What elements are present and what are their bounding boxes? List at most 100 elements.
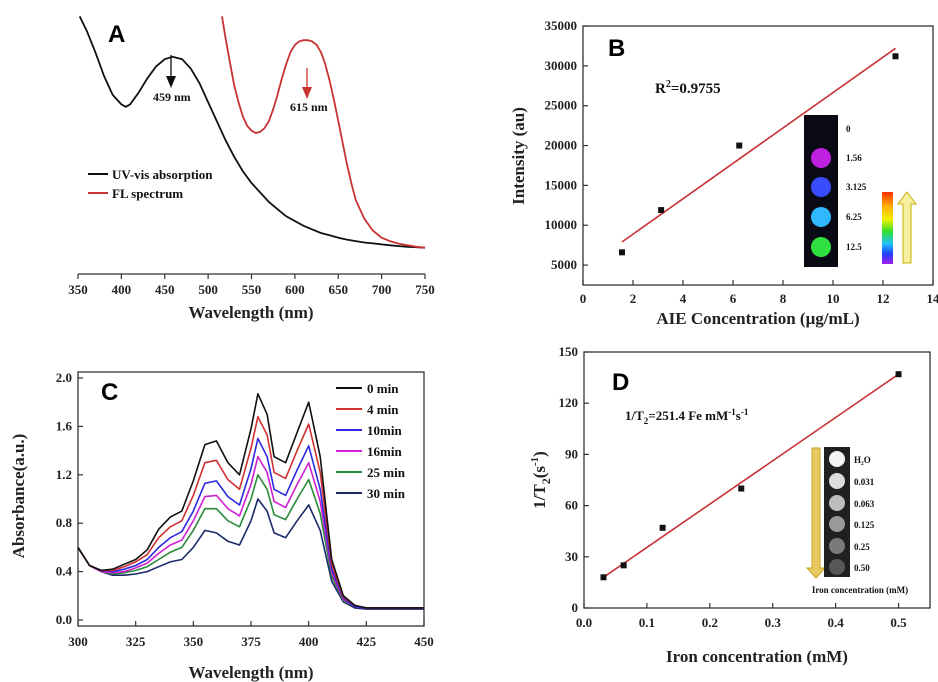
panel-c-legend-label: 4 min xyxy=(367,402,399,417)
panel-c-legend-label: 30 min xyxy=(367,486,406,501)
panel-a-legend-label-uv: UV-vis absorption xyxy=(112,167,213,182)
panel-b-y-axis-label: Intensity (au) xyxy=(509,107,528,205)
panel-b-inset-label: 1.56 xyxy=(846,153,862,163)
panel-b-r2-value: =0.9755 xyxy=(671,81,721,97)
panel-d-inset-well xyxy=(829,516,845,532)
panel-a-x-tick-labels: 350 400 450 500 550 600 650 700 750 xyxy=(68,282,435,297)
panel-b-x-tick-label: 2 xyxy=(630,291,637,306)
panel-d-data-point xyxy=(738,485,745,492)
panel-a-x-axis-label: Wavelength (nm) xyxy=(188,303,313,322)
panel-b-label: B xyxy=(608,35,625,62)
panel-b-y-tick-label: 30000 xyxy=(545,58,578,73)
panel-c-x-axis-label: Wavelength (nm) xyxy=(188,663,313,682)
panel-c-y-tick-label: 1.6 xyxy=(56,418,73,433)
panel-a-x-tick-label: 750 xyxy=(415,282,435,297)
panel-a-x-tick-label: 350 xyxy=(68,282,88,297)
panel-d-ylabel-main: 1/T xyxy=(530,484,549,509)
panel-c-y-axis-label: Absorbance(a.u.) xyxy=(9,434,28,559)
panel-b-r-squared: R2=0.9755 xyxy=(655,79,721,97)
panel-a-series-line-0 xyxy=(78,16,426,249)
panel-d-inset-caption: Iron concentration (mM) xyxy=(812,585,908,595)
panel-a-legend: UV-vis absorption FL spectrum xyxy=(88,167,213,201)
panel-b-x-tick-label: 10 xyxy=(827,291,840,306)
panel-d-frame xyxy=(583,351,931,609)
panel-c-x-tick-label: 450 xyxy=(414,634,434,649)
panel-c-x-tick-label: 425 xyxy=(357,634,377,649)
panel-d-inset-label: 0.125 xyxy=(854,520,875,530)
panel-b-inset-well xyxy=(811,148,831,168)
panel-b-up-arrow-icon xyxy=(897,191,917,264)
panel-a-x-tick-label: 600 xyxy=(285,282,305,297)
panel-b-x-tick-label: 12 xyxy=(877,291,890,306)
panel-d-x-tick-label: 0.2 xyxy=(702,615,718,630)
panel-b-inset-label: 0 xyxy=(846,124,851,134)
panel-a-annotation-615: 615 nm xyxy=(290,100,328,114)
panel-b-inset-well xyxy=(811,177,831,197)
panel-b-inset-label: 3.125 xyxy=(846,182,867,192)
panel-d-inset-wells: H₂O 0.031 0.063 0.125 0.25 0.50 xyxy=(829,451,875,575)
panel-b-r2-sup: 2 xyxy=(666,79,671,90)
panel-c-y-tick-label: 0.4 xyxy=(56,564,73,579)
panel-d-inset-well xyxy=(829,538,845,554)
panel-d-inset-label: 0.50 xyxy=(854,563,870,573)
panel-b-marks xyxy=(619,47,899,256)
panel-c-x-tick-label: 375 xyxy=(241,634,261,649)
panel-d-y-tick-label: 30 xyxy=(565,549,578,564)
panel-a-x-tick-label: 400 xyxy=(112,282,132,297)
panel-c-legend-label: 16min xyxy=(367,444,402,459)
panel-d-down-arrow-icon xyxy=(805,447,827,579)
panel-c: 300 325 350 375 400 425 4500.00.40.81.21.62.0 … xyxy=(9,370,434,682)
panel-d-x-tick-label: 0.4 xyxy=(828,615,845,630)
panel-b-tick-labels: 0 2 4 6 8 10 12 14 5000 10000 15000 20000 25000 30000… xyxy=(545,18,938,306)
panel-d-inset-phantom xyxy=(824,447,850,577)
panel-a-x-tick-label: 650 xyxy=(329,282,349,297)
panel-c-y-tick-label: 0.0 xyxy=(56,612,72,627)
panel-b: 0 2 4 6 8 10 12 14 5000 10000 15000 20000 25000 30000… xyxy=(509,18,938,328)
panel-d-ticks xyxy=(583,351,900,609)
panel-b-y-tick-label: 25000 xyxy=(545,98,578,113)
panel-d-eq-d: -1 xyxy=(728,407,736,417)
panel-c-y-tick-label: 2.0 xyxy=(56,370,72,385)
panel-d-inset-label: 0.031 xyxy=(854,477,875,487)
panel-a-annotation-459: 459 nm xyxy=(153,90,191,104)
panel-b-data-point xyxy=(892,53,899,60)
panel-b-data-point xyxy=(619,249,625,256)
panel-c-tick-labels: 300 325 350 375 400 425 450 0.0 0.4 0.8 1.2 1.6 2.0 xyxy=(56,370,434,649)
panel-a-label: A xyxy=(108,21,125,48)
panel-c-ticks xyxy=(77,377,425,626)
panel-d-y-tick-label: 60 xyxy=(565,498,578,513)
panel-c-legend-label: 0 min xyxy=(367,381,399,396)
panel-d-marks xyxy=(600,371,902,581)
panel-d-x-tick-label: 0.0 xyxy=(576,615,592,630)
panel-d-eq-b: 2 xyxy=(644,416,649,426)
panel-c-series-line-5 xyxy=(77,498,424,610)
panel-d-ylabel-end: ) xyxy=(530,451,549,457)
panel-b-inset-wells: 0 1.56 3.125 6.25 12.5 xyxy=(811,124,867,257)
panel-a-series-line-1 xyxy=(221,16,426,249)
panel-d-x-tick-label: 0.1 xyxy=(639,615,655,630)
panel-d-x-axis-label: Iron concentration (mM) xyxy=(666,647,848,666)
panel-a-x-ticks xyxy=(77,274,426,279)
panel-b-inset-well xyxy=(811,207,831,227)
panel-c-legend-label: 10min xyxy=(367,423,402,438)
panel-b-y-tick-label: 10000 xyxy=(545,217,578,232)
panel-d-inset-label: 0.25 xyxy=(854,542,870,552)
panel-d-data-point xyxy=(600,574,607,581)
panel-b-x-axis-label: AIE Concentration (μg/mL) xyxy=(656,309,859,328)
panel-d-inset-label: 0.063 xyxy=(854,499,875,509)
panel-b-data-point xyxy=(736,142,743,149)
panel-a: 350 400 450 500 550 600 650 700 750 A Wavelength… xyxy=(68,16,435,322)
panel-b-y-tick-label: 20000 xyxy=(545,138,578,153)
panel-a-lines xyxy=(78,16,426,249)
panel-d-eq-e: s xyxy=(736,408,741,423)
panel-d-data-point xyxy=(895,371,902,378)
panel-b-y-tick-label: 5000 xyxy=(551,257,577,272)
panel-d-eq-c: =251.4 Fe mM xyxy=(648,408,728,423)
panel-c-x-tick-label: 350 xyxy=(184,634,204,649)
panel-d-label: D xyxy=(612,369,629,396)
panel-a-legend-label-fl: FL spectrum xyxy=(112,186,183,201)
panel-b-frame xyxy=(582,25,934,286)
